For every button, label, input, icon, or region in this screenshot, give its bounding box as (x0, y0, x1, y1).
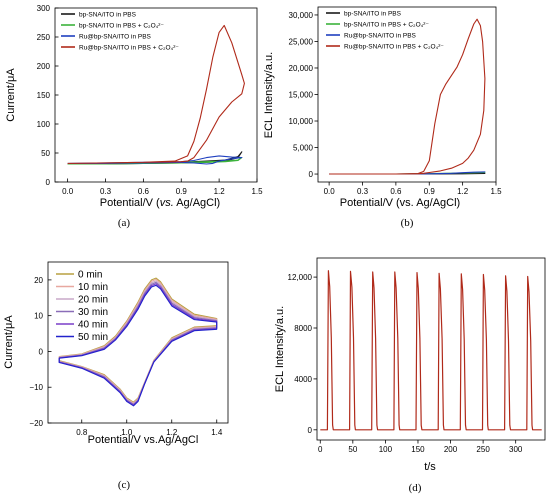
x-tick-label: 200 (444, 445, 458, 454)
plot-area: 0.0 0.3 0.6 0.9 1.2 1.5 0 5,000 10,000 15,000 20,0… (289, 10, 503, 196)
plot-frame (316, 257, 546, 441)
x-axis-label: Potential/V (vs. Ag/AgCl) (340, 197, 460, 209)
y-tick-label: 10,000 (289, 117, 314, 126)
legend-label: Ru@bp-SNA/ITO in PBS (344, 32, 417, 39)
x-tick-label: 1.5 (251, 187, 263, 196)
x-axis-label-end: Ag/AgCl) (174, 197, 220, 209)
y-tick-label: 30,000 (289, 11, 314, 20)
legend-label: bp-SNA/ITO in PBS (344, 10, 402, 17)
legend-label: Ru@bp-SNA/ITO in PBS + C₂O₄²⁻ (79, 44, 179, 51)
x-tick-label: 0.9 (424, 187, 436, 196)
x-tick-label: 150 (411, 445, 425, 454)
plot-area: 0 50 100 150 200 250 300 0 4000 8000 12,000 (288, 270, 542, 454)
legend-label: bp-SNA/ITO in PBS + C₂O₄²⁻ (344, 21, 429, 28)
x-axis-label-italic: vs. (160, 197, 174, 209)
x-tick-label: 50 (348, 445, 357, 454)
x-tick-label: 1.2 (214, 187, 226, 196)
x-tick-label: 0.8 (76, 428, 88, 437)
y-tick-label: 50 (41, 149, 50, 158)
x-tick-label: 0.3 (357, 187, 369, 196)
legend-label: Ru@bp-SNA/ITO in PBS (79, 33, 152, 40)
series-line (67, 24, 245, 164)
x-tick-label: 0.6 (390, 187, 402, 196)
panel-label: (b) (401, 217, 414, 229)
legend-label: 0 min (78, 270, 102, 281)
y-tick-label: 10 (34, 312, 43, 321)
y-axis-label: ECL Intensity/a.u. (274, 306, 286, 392)
x-tick-label: 1.2 (166, 428, 178, 437)
series-line (58, 284, 218, 407)
y-tick-label: 8000 (294, 324, 312, 333)
plot-frame (47, 261, 229, 424)
y-tick-label: 5,000 (293, 144, 314, 153)
x-tick-label: 1.5 (490, 187, 502, 196)
x-tick-label: 0.6 (138, 187, 150, 196)
series-line (329, 18, 486, 175)
x-tick-label: 1.4 (211, 428, 223, 437)
y-tick-label: 0 (309, 170, 314, 179)
x-tick-label: 0.9 (176, 187, 188, 196)
x-axis-label-main: Potential/V ( (100, 197, 160, 209)
x-axis-label: Potential/V (vs. Ag/AgCl) (100, 197, 220, 209)
legend: bp-SNA/ITO in PBS bp-SNA/ITO in PBS + C₂O… (326, 10, 444, 50)
y-tick-label: 0 (39, 347, 44, 356)
x-tick-label: 1.0 (121, 428, 133, 437)
x-tick-label: 100 (379, 445, 393, 454)
x-tick-label: 0.3 (100, 187, 112, 196)
y-axis-label: Current/μA (3, 315, 15, 369)
x-tick-label: 0.0 (62, 187, 74, 196)
legend-label: 30 min (78, 307, 108, 318)
y-tick-label: 250 (37, 33, 51, 42)
series-line (329, 171, 486, 175)
legend-label: 50 min (78, 332, 108, 343)
y-tick-label: 0 (46, 178, 51, 187)
y-tick-label: 4000 (294, 375, 312, 384)
y-tick-label: 15,000 (289, 91, 314, 100)
y-tick-label: 25,000 (289, 37, 314, 46)
y-tick-label: −20 (29, 419, 43, 428)
y-tick-label: 20 (34, 276, 43, 285)
y-tick-label: 100 (37, 120, 51, 129)
y-tick-label: 20,000 (289, 64, 314, 73)
legend-label: 40 min (78, 320, 108, 331)
x-axis-label: Potential/V vs.Ag/AgCl (88, 434, 199, 446)
panel-label: (c) (118, 479, 131, 491)
x-tick-label: 300 (509, 445, 523, 454)
legend-label: bp-SNA/ITO in PBS + C₂O₄²⁻ (79, 22, 164, 29)
panel-b: 0.0 0.3 0.6 0.9 1.2 1.5 0 5,000 10,000 15,000 20,0… (263, 6, 503, 229)
legend-label: bp-SNA/ITO in PBS (79, 11, 137, 18)
series-line (320, 270, 542, 431)
x-tick-label: 1.2 (457, 187, 469, 196)
legend: bp-SNA/ITO in PBS bp-SNA/ITO in PBS + C₂O… (61, 11, 179, 51)
panel-label: (a) (118, 217, 131, 229)
y-tick-label: 12,000 (288, 273, 313, 282)
x-tick-label: 250 (476, 445, 490, 454)
panel-label: (d) (409, 482, 422, 494)
y-tick-label: 150 (37, 91, 51, 100)
legend-label: 20 min (78, 295, 108, 306)
y-tick-label: −10 (29, 383, 43, 392)
y-tick-label: 200 (37, 62, 51, 71)
y-axis-label: ECL Intensity/a.u. (263, 52, 275, 138)
panel-a: 0.0 0.3 0.6 0.9 1.2 1.5 0 50 100 150 200 250 300 bp-S… (5, 4, 263, 229)
y-tick-label: 300 (37, 4, 51, 13)
y-axis-label: Current/μA (5, 68, 17, 122)
panel-d: 0 50 100 150 200 250 300 0 4000 8000 12,000 ECL In… (274, 257, 546, 494)
y-tick-label: 0 (308, 426, 313, 435)
x-axis-label: t/s (424, 461, 436, 473)
legend-label: Ru@bp-SNA/ITO in PBS + C₂O₄²⁻ (344, 43, 444, 50)
x-tick-label: 0.0 (324, 187, 336, 196)
plot-area: 0.0 0.3 0.6 0.9 1.2 1.5 0 50 100 150 200 250 300 bp-S… (37, 4, 263, 196)
legend-label: 10 min (78, 282, 108, 293)
x-tick-label: 0 (318, 445, 323, 454)
